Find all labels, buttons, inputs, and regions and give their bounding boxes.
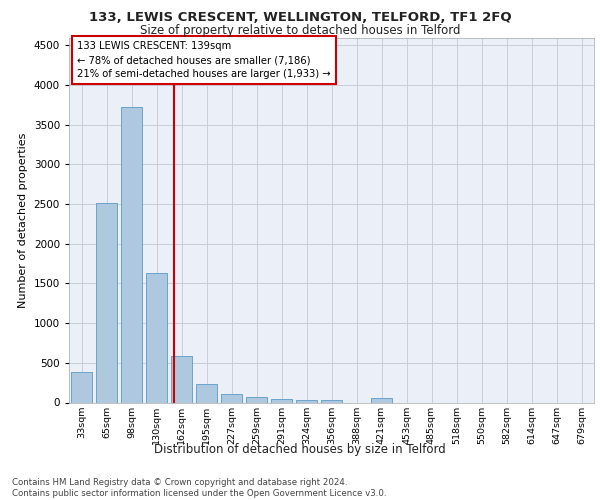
Bar [196, 384, 217, 402]
Text: 133 LEWIS CRESCENT: 139sqm
← 78% of detached houses are smaller (7,186)
21% of s: 133 LEWIS CRESCENT: 139sqm ← 78% of deta… [77, 41, 331, 79]
Bar [146, 273, 167, 402]
Bar [296, 400, 317, 402]
Bar [221, 394, 242, 402]
Bar [121, 108, 142, 403]
Text: Distribution of detached houses by size in Telford: Distribution of detached houses by size … [154, 442, 446, 456]
Bar [96, 204, 117, 402]
Y-axis label: Number of detached properties: Number of detached properties [18, 132, 28, 308]
Text: Contains HM Land Registry data © Crown copyright and database right 2024.
Contai: Contains HM Land Registry data © Crown c… [12, 478, 386, 498]
Text: Size of property relative to detached houses in Telford: Size of property relative to detached ho… [140, 24, 460, 37]
Bar [246, 398, 267, 402]
Text: 133, LEWIS CRESCENT, WELLINGTON, TELFORD, TF1 2FQ: 133, LEWIS CRESCENT, WELLINGTON, TELFORD… [89, 11, 511, 24]
Bar [321, 400, 342, 402]
Bar [371, 398, 392, 402]
Bar [171, 356, 192, 403]
Bar [71, 372, 92, 402]
Bar [271, 399, 292, 402]
